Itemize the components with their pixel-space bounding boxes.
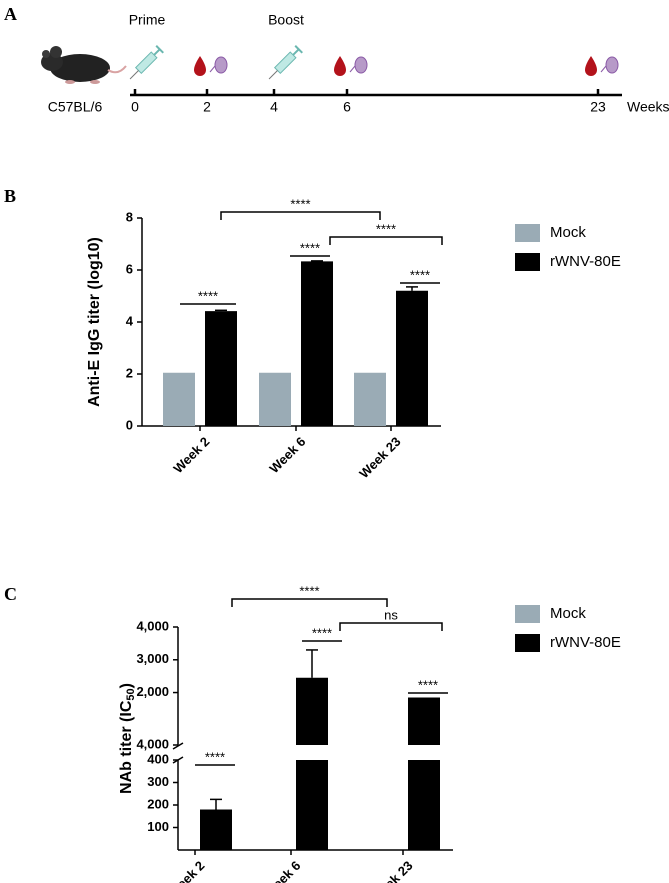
bar	[163, 372, 195, 426]
panel-label: C	[4, 584, 17, 604]
y-tick-label: 2,000	[136, 684, 169, 699]
kidney-vessel	[349, 65, 356, 73]
x-tick-label: Week 23	[368, 858, 415, 883]
syringe-plunger	[292, 48, 300, 56]
error-bar	[210, 798, 222, 810]
error-bar	[311, 260, 323, 262]
kidney	[354, 56, 368, 74]
legend-label: Mock	[550, 605, 586, 622]
kidney-vessel	[209, 65, 216, 73]
bar	[259, 372, 291, 426]
timeline-tick-label: 6	[343, 99, 351, 115]
legend-swatch	[515, 253, 540, 271]
significance-bracket	[220, 211, 381, 220]
bar	[408, 697, 440, 850]
significance-label: ****	[410, 267, 430, 282]
y-tick-label: 4,000	[136, 736, 169, 751]
syringe-body	[273, 51, 297, 75]
legend-swatch	[515, 634, 540, 652]
x-tick-label: Week 2	[165, 858, 207, 883]
y-tick-label: 100	[147, 819, 169, 834]
sample-icon	[194, 56, 228, 76]
blood-drop	[585, 56, 597, 76]
bar	[354, 372, 386, 426]
significance-bracket	[329, 236, 443, 245]
timeline-tick-label: 4	[270, 99, 278, 115]
axis-break	[172, 742, 184, 750]
strain-label: C57BL/6	[48, 99, 103, 115]
x-tick-label: Week 6	[261, 858, 303, 883]
significance-label: ****	[299, 583, 319, 598]
blood-drop	[334, 56, 346, 76]
y-axis-label-sub: 50	[125, 688, 137, 700]
bar	[205, 311, 237, 426]
y-tick-label: 4	[126, 313, 134, 328]
legend-label: rWNV-80E	[550, 634, 621, 651]
timeline-unit: Weeks	[627, 99, 669, 115]
y-axis-label-text: )	[118, 683, 135, 688]
legend-swatch	[515, 224, 540, 242]
y-tick-label: 400	[147, 751, 169, 766]
syringe-icon	[268, 45, 303, 80]
significance-label: ****	[312, 625, 332, 640]
syringe-plunger	[153, 48, 161, 56]
significance-label: ****	[300, 240, 320, 255]
y-axis-label: Anti-E IgG titer (log10)	[86, 237, 103, 407]
syringe-handle	[294, 45, 303, 54]
timeline-tick-label: 23	[590, 99, 606, 115]
y-axis-label-text: NAb titer (IC	[118, 700, 135, 794]
y-tick-label: 0	[126, 417, 133, 432]
error-bar	[215, 309, 227, 312]
bar	[296, 677, 328, 850]
significance-bracket	[339, 622, 443, 631]
error-bar	[306, 649, 318, 678]
bar	[396, 290, 428, 426]
kidney-vessel	[600, 65, 607, 73]
significance-label: ****	[290, 196, 310, 211]
x-tick-label: Week 2	[170, 434, 212, 476]
y-tick-label: 200	[147, 796, 169, 811]
panel-label: A	[4, 4, 17, 24]
y-tick-label: 3,000	[136, 651, 169, 666]
bar	[200, 809, 232, 850]
y-tick-label: 8	[126, 209, 133, 224]
legend-label: rWNV-80E	[550, 253, 621, 270]
timeline-tick-label: 2	[203, 99, 211, 115]
significance-label: ****	[418, 677, 438, 692]
kidney	[605, 56, 619, 74]
significance-label: ns	[384, 607, 398, 622]
significance-bracket	[231, 598, 388, 607]
syringe-icon	[129, 45, 164, 80]
legend-label: Mock	[550, 224, 586, 241]
timeline-tick-label: 0	[131, 99, 139, 115]
event-label: Prime	[129, 12, 166, 28]
bar	[301, 261, 333, 426]
significance-label: ****	[198, 288, 218, 303]
event-label: Boost	[268, 12, 304, 28]
y-axis-label: NAb titer (IC50)	[118, 683, 137, 794]
syringe-body	[134, 51, 158, 75]
y-tick-label: 4,000	[136, 618, 169, 633]
x-tick-label: Week 6	[266, 434, 308, 476]
syringe-handle	[155, 45, 164, 54]
blood-drop	[194, 56, 206, 76]
error-bar	[406, 286, 418, 291]
syringe-needle	[129, 70, 139, 80]
sample-icon	[585, 56, 619, 76]
mouse-icon	[41, 46, 127, 84]
sample-icon	[334, 56, 368, 76]
x-tick-label: Week 23	[356, 434, 403, 481]
significance-label: ****	[376, 221, 396, 236]
legend-swatch	[515, 605, 540, 623]
y-tick-label: 300	[147, 774, 169, 789]
significance-label: ****	[205, 749, 225, 764]
y-tick-label: 2	[126, 365, 133, 380]
panel-label: B	[4, 186, 16, 206]
kidney	[214, 56, 228, 74]
syringe-needle	[268, 70, 278, 80]
y-tick-label: 6	[126, 261, 133, 276]
